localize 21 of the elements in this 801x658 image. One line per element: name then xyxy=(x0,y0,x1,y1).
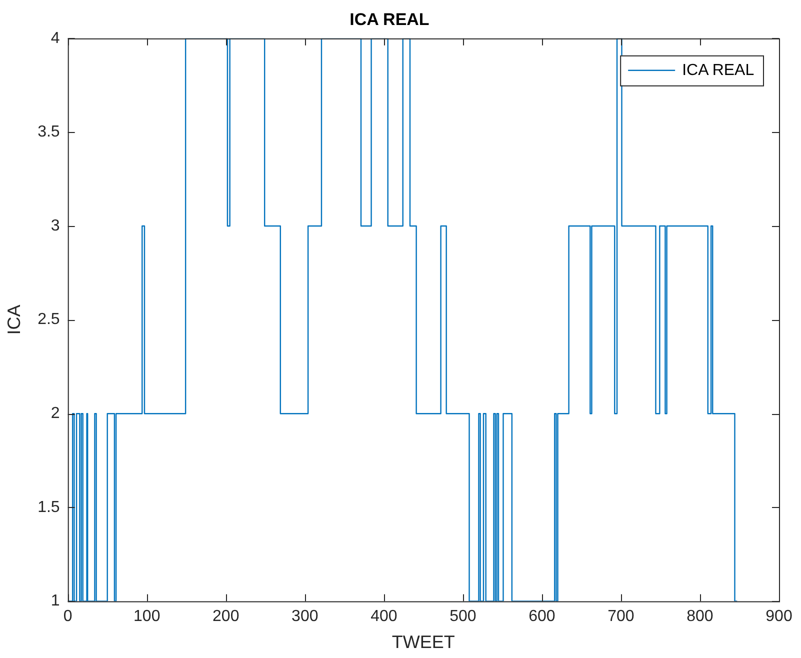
y-tick-label: 1.5 xyxy=(38,498,60,516)
x-tick-label: 800 xyxy=(686,608,714,626)
x-tick-label: 300 xyxy=(292,608,318,626)
y-axis-title: ICA xyxy=(4,304,24,335)
y-tick-label: 2 xyxy=(50,405,60,422)
x-tick-label: 200 xyxy=(212,608,240,626)
y-tick-label: 3 xyxy=(50,217,60,234)
x-axis-title: TWEET xyxy=(392,632,455,652)
x-tick-label: 0 xyxy=(63,608,72,626)
x-tick-label: 900 xyxy=(766,608,792,626)
x-tick-label: 600 xyxy=(528,608,556,626)
x-tick-label: 500 xyxy=(450,608,476,626)
chart-title: ICA REAL xyxy=(350,10,430,29)
x-tick-label: 100 xyxy=(134,608,160,626)
legend-label: ICA REAL xyxy=(682,62,754,79)
y-tick-label: 1 xyxy=(50,592,60,610)
x-tick-label: 700 xyxy=(608,608,634,626)
y-tick-label: 3.5 xyxy=(38,124,60,141)
x-tick-label: 400 xyxy=(370,608,398,626)
y-tick-label: 4 xyxy=(50,30,60,47)
y-tick-label: 2.5 xyxy=(38,311,60,328)
